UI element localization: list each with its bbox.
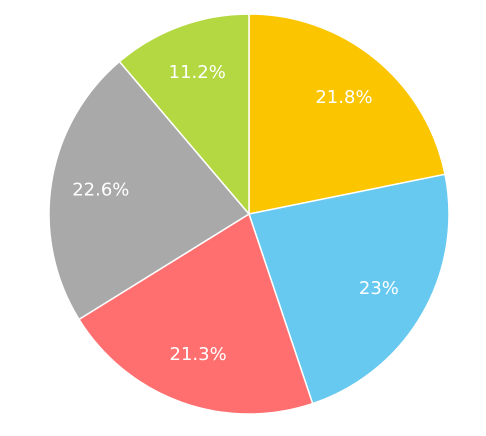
- data-label: 21.8%: [315, 87, 372, 108]
- data-label: 21.3%: [170, 344, 227, 365]
- pie-slice: [248, 13, 446, 215]
- data-label: 23%: [359, 278, 399, 299]
- pie-slice: [118, 13, 250, 217]
- data-label: 22.6%: [72, 180, 129, 201]
- pie-slice: [48, 60, 251, 321]
- pie-slice: [248, 173, 450, 405]
- data-label: 11.2%: [169, 62, 226, 83]
- pie-slice: [77, 212, 314, 415]
